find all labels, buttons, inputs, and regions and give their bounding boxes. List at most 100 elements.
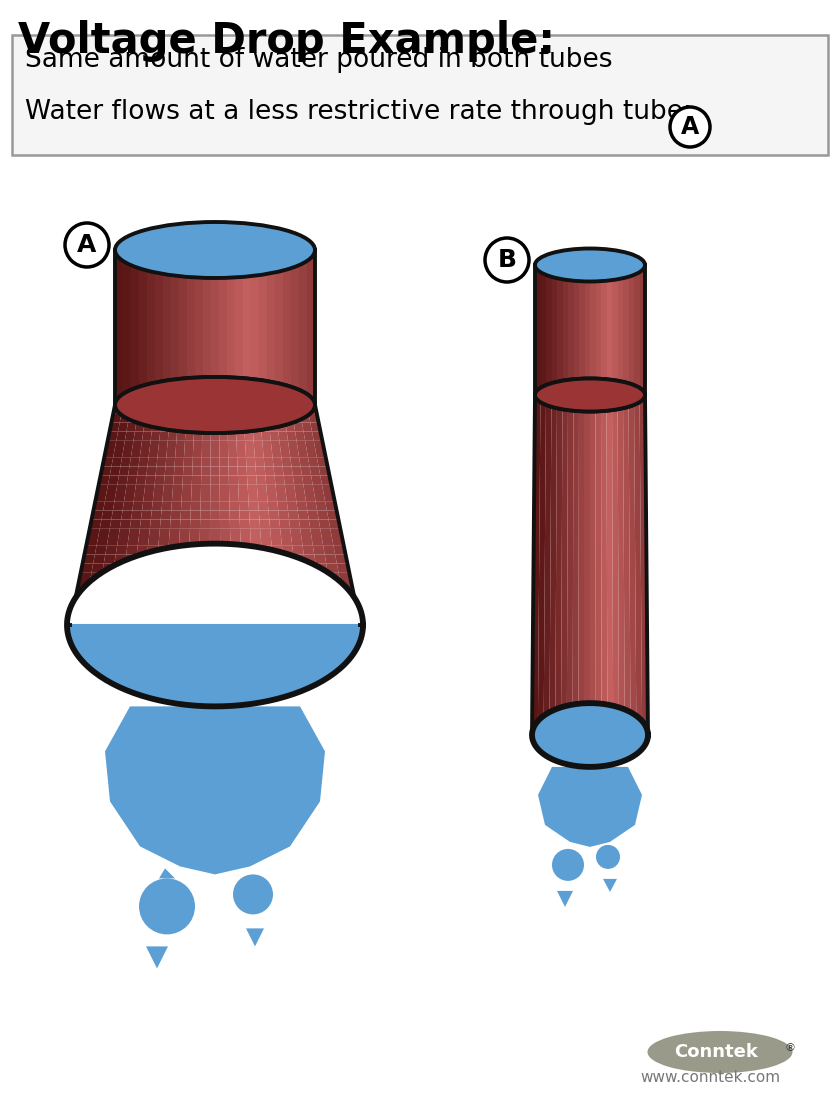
Polygon shape bbox=[275, 380, 283, 386]
Polygon shape bbox=[552, 382, 557, 389]
Polygon shape bbox=[546, 291, 552, 298]
Polygon shape bbox=[291, 306, 299, 312]
Polygon shape bbox=[617, 324, 623, 330]
Polygon shape bbox=[601, 389, 606, 395]
Polygon shape bbox=[255, 616, 267, 625]
Polygon shape bbox=[189, 545, 200, 554]
Polygon shape bbox=[260, 529, 270, 536]
Polygon shape bbox=[307, 300, 315, 306]
Polygon shape bbox=[243, 330, 251, 337]
Polygon shape bbox=[585, 582, 590, 599]
Polygon shape bbox=[601, 271, 606, 278]
Polygon shape bbox=[628, 429, 634, 446]
Polygon shape bbox=[623, 363, 628, 368]
Polygon shape bbox=[134, 431, 144, 440]
Polygon shape bbox=[283, 374, 291, 380]
Circle shape bbox=[485, 239, 529, 282]
Polygon shape bbox=[105, 707, 325, 875]
Polygon shape bbox=[121, 405, 131, 413]
Polygon shape bbox=[563, 317, 568, 324]
Polygon shape bbox=[265, 467, 275, 475]
Polygon shape bbox=[159, 868, 175, 878]
Polygon shape bbox=[227, 349, 235, 355]
Polygon shape bbox=[102, 511, 113, 520]
Polygon shape bbox=[139, 287, 147, 293]
Polygon shape bbox=[596, 599, 601, 616]
Polygon shape bbox=[90, 520, 102, 529]
Polygon shape bbox=[612, 429, 617, 446]
Polygon shape bbox=[601, 616, 607, 633]
Polygon shape bbox=[574, 304, 579, 310]
Polygon shape bbox=[165, 590, 176, 598]
Polygon shape bbox=[251, 374, 259, 380]
Polygon shape bbox=[155, 325, 163, 330]
Polygon shape bbox=[301, 413, 310, 422]
Polygon shape bbox=[534, 497, 539, 514]
Polygon shape bbox=[574, 395, 579, 412]
Polygon shape bbox=[203, 274, 211, 281]
Polygon shape bbox=[211, 325, 219, 330]
Polygon shape bbox=[628, 317, 634, 324]
Polygon shape bbox=[634, 375, 639, 382]
Polygon shape bbox=[122, 449, 132, 458]
Polygon shape bbox=[540, 271, 546, 278]
Polygon shape bbox=[557, 395, 563, 412]
Polygon shape bbox=[202, 413, 211, 422]
Polygon shape bbox=[617, 304, 623, 310]
Polygon shape bbox=[540, 265, 546, 271]
Polygon shape bbox=[123, 343, 131, 349]
Polygon shape bbox=[533, 514, 539, 531]
Polygon shape bbox=[267, 269, 275, 274]
Polygon shape bbox=[243, 306, 251, 312]
Polygon shape bbox=[585, 368, 590, 375]
Polygon shape bbox=[243, 300, 251, 306]
Polygon shape bbox=[161, 413, 171, 422]
Polygon shape bbox=[590, 684, 596, 701]
Polygon shape bbox=[546, 382, 552, 389]
Polygon shape bbox=[639, 304, 645, 310]
Polygon shape bbox=[219, 405, 227, 413]
Polygon shape bbox=[259, 312, 267, 318]
Polygon shape bbox=[590, 343, 596, 349]
Polygon shape bbox=[568, 265, 574, 271]
Polygon shape bbox=[178, 545, 189, 554]
Polygon shape bbox=[606, 429, 612, 446]
Polygon shape bbox=[131, 349, 139, 355]
Polygon shape bbox=[596, 548, 601, 564]
Polygon shape bbox=[219, 413, 228, 422]
Polygon shape bbox=[131, 306, 139, 312]
Polygon shape bbox=[324, 616, 337, 625]
Polygon shape bbox=[579, 463, 585, 480]
Polygon shape bbox=[568, 446, 574, 463]
Polygon shape bbox=[146, 554, 158, 563]
Polygon shape bbox=[567, 668, 573, 684]
Polygon shape bbox=[601, 548, 607, 564]
Polygon shape bbox=[556, 599, 562, 616]
Polygon shape bbox=[281, 536, 292, 545]
Polygon shape bbox=[195, 318, 203, 325]
Polygon shape bbox=[634, 298, 639, 304]
Polygon shape bbox=[618, 582, 624, 599]
Polygon shape bbox=[195, 293, 203, 300]
Polygon shape bbox=[555, 701, 561, 718]
Polygon shape bbox=[551, 395, 557, 412]
Polygon shape bbox=[315, 449, 326, 458]
Polygon shape bbox=[128, 536, 139, 545]
Polygon shape bbox=[585, 480, 590, 497]
Polygon shape bbox=[601, 582, 607, 599]
Polygon shape bbox=[309, 590, 321, 598]
Polygon shape bbox=[617, 463, 623, 480]
Circle shape bbox=[65, 223, 109, 267]
Polygon shape bbox=[563, 291, 568, 298]
Polygon shape bbox=[220, 511, 230, 520]
Polygon shape bbox=[606, 446, 612, 463]
Polygon shape bbox=[195, 355, 203, 362]
Polygon shape bbox=[285, 572, 297, 581]
Polygon shape bbox=[312, 616, 325, 625]
Polygon shape bbox=[540, 389, 546, 395]
Ellipse shape bbox=[115, 222, 315, 278]
Polygon shape bbox=[596, 650, 601, 668]
Polygon shape bbox=[635, 582, 641, 599]
Polygon shape bbox=[179, 393, 187, 399]
Polygon shape bbox=[585, 446, 590, 463]
